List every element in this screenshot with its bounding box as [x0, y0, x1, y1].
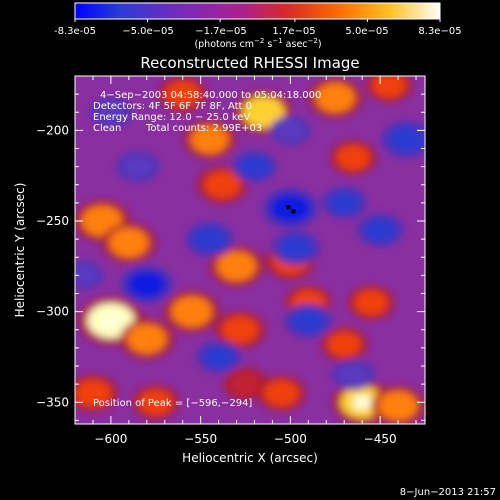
x-tick-label-0: −600	[94, 432, 127, 446]
bright-feature-5	[336, 144, 371, 171]
bright-feature-3	[242, 96, 285, 129]
bright-feature-16	[354, 289, 389, 316]
dark-feature-1	[278, 236, 313, 261]
bright-feature-15	[327, 331, 362, 357]
minimum-dot-b	[291, 209, 296, 214]
image-area	[75, 76, 425, 424]
bright-feature-22	[229, 371, 262, 397]
bright-feature-23	[263, 379, 300, 407]
bright-feature-7	[109, 227, 149, 258]
x-tick-label-3: −450	[364, 432, 397, 446]
dark-feature-6	[363, 218, 397, 242]
colorbar-ticks	[74, 19, 441, 22]
colorbar-tick-4: 5.0e−05	[345, 26, 388, 37]
annotation-detectors: Detectors: 4F 5F 6F 7F 8F, Att 0	[93, 101, 252, 112]
annotation-peak: Position of Peak = [−596,−294]	[93, 398, 252, 409]
dark-feature-7	[238, 155, 271, 178]
annotation-energy: Energy Range: 12.0 − 25.0 keV	[93, 112, 250, 123]
colorbar-tick-1: −5.0e−05	[122, 26, 174, 37]
dark-feature-11	[122, 155, 154, 178]
dark-feature-10	[96, 101, 126, 123]
y-axis-label: Heliocentric Y (arcsec)	[13, 183, 27, 318]
bright-feature-core-8	[100, 312, 122, 329]
colorbar-unit: (photons cm−2 s−1 asec−2)	[194, 37, 321, 50]
image-features	[75, 76, 425, 424]
dark-feature-9	[202, 345, 235, 369]
minimum-dot-a	[286, 205, 291, 210]
x-axis-ticks: −600 −550 −500 −450	[92, 76, 417, 446]
dark-feature-2	[127, 271, 166, 298]
bright-feature-9	[126, 323, 167, 354]
y-tick-label-2: −300	[36, 305, 69, 319]
colorbar-bar	[74, 2, 441, 20]
bright-feature-12	[221, 315, 259, 344]
y-tick-label-1: −250	[36, 214, 69, 228]
colorbar-tick-3: 1.7e−05	[272, 26, 315, 37]
bright-feature-11	[216, 251, 257, 282]
bright-feature-0	[164, 80, 201, 108]
bright-feature-2	[203, 170, 241, 199]
dark-feature-14	[337, 364, 369, 386]
colorbar: -8.3e-05 −5.0e−05 −1.7e−05 1.7e−05 5.0e−…	[54, 2, 462, 50]
bright-feature-4	[315, 82, 356, 113]
chart-title: Reconstructed RHESSI Image	[140, 54, 359, 72]
bright-feature-10	[171, 296, 213, 327]
bright-feature-core-17	[352, 394, 373, 410]
footer-date: 8−Jun−2013 21:57	[400, 487, 496, 498]
dark-feature-8	[328, 191, 361, 215]
y-tick-label-0: −200	[36, 123, 69, 137]
annotation-counts: Total counts: 2.99E+03	[145, 123, 262, 134]
colorbar-tick-0: -8.3e-05	[54, 26, 96, 37]
plot-frame	[74, 75, 426, 425]
annotation-method: Clean	[93, 123, 121, 134]
bright-feature-18	[378, 391, 418, 421]
bright-feature-20	[75, 379, 112, 407]
peak-marker	[286, 205, 296, 214]
dark-feature-5	[388, 126, 425, 153]
x-tick-label-1: −550	[184, 432, 217, 446]
dark-feature-4	[291, 308, 326, 333]
image-annotations: 4−Sep−2003 04:58:40.000 to 05:04:18.000 …	[93, 90, 321, 409]
bright-feature-19	[138, 389, 173, 415]
annotation-time: 4−Sep−2003 04:58:40.000 to 05:04:18.000	[100, 90, 321, 101]
colorbar-tick-2: −1.7e−05	[195, 26, 247, 37]
dark-feature-12	[75, 265, 99, 286]
colorbar-tick-5: 8.3e−05	[418, 26, 461, 37]
bright-feature-1	[190, 125, 229, 154]
y-tick-label-3: −350	[36, 395, 69, 409]
x-axis-label: Heliocentric X (arcsec)	[182, 451, 318, 465]
y-axis-ticks: −200 −250 −300 −350	[36, 93, 425, 421]
x-tick-label-2: −500	[274, 432, 307, 446]
dark-feature-13	[275, 120, 306, 141]
dark-feature-3	[192, 227, 227, 252]
